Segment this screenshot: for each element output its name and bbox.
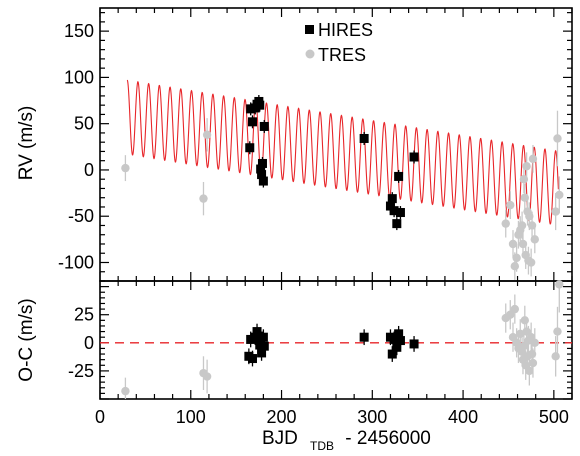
data-point-tres [553, 134, 562, 143]
data-point-tres [516, 329, 525, 339]
data-point-tres [522, 162, 531, 171]
data-point-hires [389, 206, 399, 216]
rv-panel: 150 100 50 0 -50 -100 [58, 7, 573, 282]
data-point-hires [257, 348, 267, 358]
model-curve [126, 79, 559, 225]
data-point-tres [528, 154, 538, 164]
data-point-hires [258, 176, 268, 186]
data-point-hires [255, 340, 265, 350]
data-point-tres [525, 366, 534, 376]
y-axis-title-rv: RV (m/s) [16, 106, 37, 181]
legend-hires-label: HIRES [318, 20, 373, 40]
legend-hires-marker [305, 25, 314, 34]
data-point-tres [510, 261, 520, 271]
data-point-hires [394, 171, 404, 181]
data-point-hires [389, 334, 399, 344]
data-point-tres [506, 200, 515, 210]
data-point-hires [258, 332, 268, 342]
y-tick-label: 50 [74, 114, 94, 134]
data-point-hires [359, 332, 369, 342]
plot-frame [99, 280, 573, 400]
data-point-tres [508, 239, 518, 249]
data-point-hires [247, 354, 257, 364]
data-point-tres [121, 386, 130, 396]
x-axis-title-main: BJD [262, 428, 298, 449]
y-tick-label: -100 [58, 252, 94, 272]
y-tick-label: 0 [84, 333, 94, 353]
series-tres [121, 280, 564, 399]
data-point-tres [121, 163, 130, 173]
data-point-tres [202, 130, 212, 139]
legend-tres-marker [305, 49, 315, 59]
data-point-hires [259, 121, 269, 131]
data-point-tres [199, 194, 208, 203]
data-point-tres [551, 207, 560, 216]
data-point-hires [385, 201, 395, 211]
x-tick-label: 100 [176, 407, 206, 427]
series-hires [244, 323, 419, 367]
data-point-hires [395, 336, 405, 346]
data-point-tres [551, 352, 560, 361]
data-point-hires [245, 143, 255, 153]
data-point-hires [259, 341, 269, 351]
data-point-tres [501, 219, 510, 228]
legend-tres-label: TRES [318, 45, 366, 65]
x-tick-label: 500 [539, 407, 569, 427]
data-point-tres [526, 258, 536, 267]
x-tick-label: 300 [357, 407, 387, 427]
series-tres [121, 110, 564, 281]
x-axis-title-sub: TDB [310, 439, 334, 453]
data-point-tres [555, 190, 564, 200]
y-tick-label: -25 [68, 361, 94, 381]
data-point-hires [392, 219, 402, 229]
x-axis-title-suffix: - 2456000 [340, 428, 431, 449]
data-point-hires [409, 339, 419, 349]
data-point-tres [555, 280, 564, 289]
data-point-tres [528, 358, 538, 368]
data-point-hires [256, 164, 266, 174]
data-point-hires [246, 104, 256, 114]
data-point-hires [409, 152, 419, 162]
y-tick-label: 100 [64, 67, 94, 87]
series-hires [245, 94, 419, 231]
data-point-hires [257, 158, 267, 168]
oc-panel: 25 0 -25 0 100 200 300 400 500 [68, 280, 573, 427]
data-point-tres [530, 338, 539, 348]
data-point-hires [392, 342, 402, 352]
legend: HIRES TRES [305, 20, 373, 65]
data-point-tres [510, 304, 520, 314]
data-point-tres [530, 235, 539, 244]
data-point-tres [553, 327, 562, 336]
data-point-tres [202, 372, 212, 381]
data-point-tres [517, 221, 527, 230]
data-point-hires [387, 349, 397, 359]
data-point-hires [246, 334, 256, 344]
y-tick-label: -50 [68, 206, 94, 226]
data-point-tres [520, 316, 529, 325]
data-point-tres [512, 253, 521, 263]
data-point-hires [255, 100, 265, 110]
x-tick-label: 200 [267, 407, 297, 427]
y-tick-label: 150 [64, 21, 94, 41]
data-point-hires [247, 117, 257, 127]
data-point-hires [394, 329, 404, 339]
data-point-hires [257, 170, 267, 180]
data-point-hires [359, 133, 369, 143]
y-tick-label: 25 [74, 305, 94, 325]
y-axis-title-oc: O-C (m/s) [16, 298, 37, 381]
x-tick-label: 400 [448, 407, 478, 427]
data-point-tres [506, 310, 515, 319]
x-axis-title: BJD TDB - 2456000 [262, 428, 431, 453]
data-point-hires [395, 208, 405, 218]
x-tick-label: 0 [95, 407, 105, 427]
y-tick-label: 0 [84, 160, 94, 180]
data-point-hires [387, 194, 397, 204]
